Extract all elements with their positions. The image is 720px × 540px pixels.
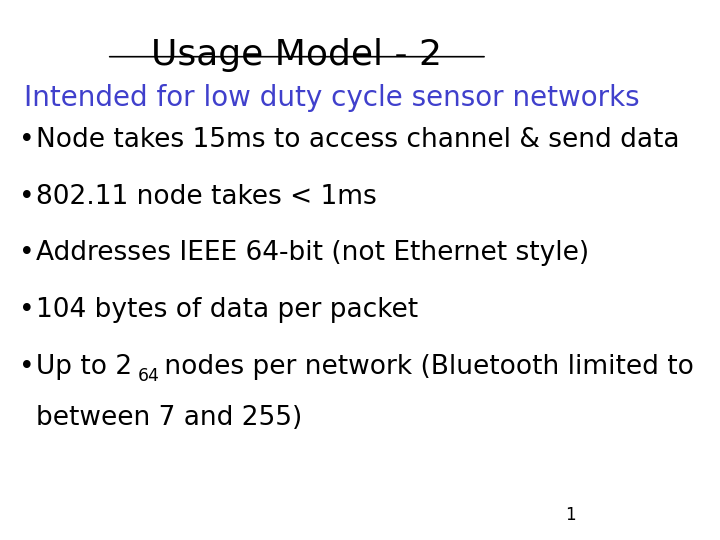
Text: between 7 and 255): between 7 and 255) (35, 405, 302, 431)
Text: 1: 1 (565, 506, 576, 524)
Text: Intended for low duty cycle sensor networks: Intended for low duty cycle sensor netwo… (24, 84, 639, 112)
Text: •: • (19, 240, 35, 266)
Text: 104 bytes of data per packet: 104 bytes of data per packet (35, 297, 418, 323)
Text: •: • (19, 184, 35, 210)
Text: 802.11 node takes < 1ms: 802.11 node takes < 1ms (35, 184, 377, 210)
Text: •: • (19, 297, 35, 323)
Text: Up to 2: Up to 2 (35, 354, 132, 380)
Text: Usage Model - 2: Usage Model - 2 (151, 38, 442, 72)
Text: nodes per network (Bluetooth limited to: nodes per network (Bluetooth limited to (156, 354, 693, 380)
Text: 64: 64 (138, 367, 160, 385)
Text: Addresses IEEE 64-bit (not Ethernet style): Addresses IEEE 64-bit (not Ethernet styl… (35, 240, 589, 266)
Text: •: • (19, 127, 35, 153)
Text: Node takes 15ms to access channel & send data: Node takes 15ms to access channel & send… (35, 127, 679, 153)
Text: •: • (19, 354, 35, 380)
